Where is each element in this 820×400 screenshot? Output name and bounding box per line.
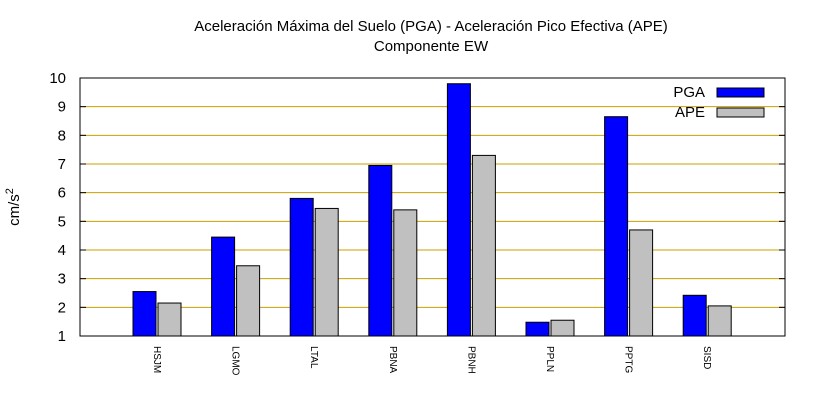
x-tick-label: LTAL (308, 346, 319, 369)
bar-pga-pbnh (446, 83, 471, 337)
bar-ape-pbnh (471, 154, 496, 337)
y-tick-label: 8 (58, 127, 66, 144)
y-tick-label: 6 (58, 185, 66, 202)
x-tick-label: PBNH (465, 346, 476, 374)
y-tick-label: 7 (58, 156, 66, 173)
bar-ape-hsjm (157, 302, 182, 337)
y-axis-label-exponent: 2 (4, 188, 16, 194)
y-tick-label: 4 (58, 242, 66, 259)
x-tick-label: PBNA (387, 346, 398, 374)
bar-pga-hsjm (132, 291, 157, 337)
bar-ape-ppln (550, 319, 575, 337)
bar-pga-lgmo (211, 236, 236, 337)
bar-pga-ltal (289, 197, 314, 337)
bar-ape-pptg (629, 229, 654, 337)
x-tick-label: SISD (701, 346, 712, 369)
bar-pga-pptg (604, 116, 629, 337)
y-tick-label: 5 (58, 213, 66, 230)
plot-frame (79, 77, 786, 337)
bar-pga-pbna (368, 164, 393, 337)
y-tick-label: 10 (49, 70, 66, 87)
y-ticks: 1 2 3 4 5 6 7 8 9 10 (49, 70, 785, 345)
x-tick-label: LGMO (230, 346, 241, 376)
bar-pga-sisd (682, 294, 707, 337)
bar-pga-ppln (525, 321, 550, 337)
legend: PGA APE (673, 84, 765, 121)
grid-lines (80, 106, 785, 308)
bar-ape-pbna (393, 209, 418, 337)
bar-ape-sisd (707, 305, 732, 337)
y-tick-label: 3 (58, 271, 66, 288)
x-ticks: HSJM LGMO LTAL PBNA PBNH PPLN PPTG SISD (151, 346, 712, 376)
x-tick-label: PPTG (623, 346, 634, 373)
legend-swatch-pga (716, 87, 765, 98)
y-tick-label: 9 (58, 99, 66, 116)
bar-ape-lgmo (236, 265, 261, 337)
legend-label-pga: PGA (673, 84, 705, 101)
legend-label-ape: APE (675, 104, 705, 121)
y-tick-label: 1 (58, 328, 66, 345)
y-axis-label: cm/s2 (4, 188, 23, 226)
y-tick-label: 2 (58, 299, 66, 316)
x-tick-label: HSJM (151, 346, 162, 373)
bar-ape-ltal (314, 207, 339, 337)
x-tick-label: PPLN (544, 346, 555, 372)
chart-title-line-1: Aceleración Máxima del Suelo (PGA) - Ace… (194, 18, 668, 35)
bars (132, 83, 732, 337)
legend-swatch-ape (716, 107, 765, 118)
chart-title-line-2: Componente EW (374, 38, 489, 55)
y-axis-label-base: cm/s (6, 194, 23, 226)
